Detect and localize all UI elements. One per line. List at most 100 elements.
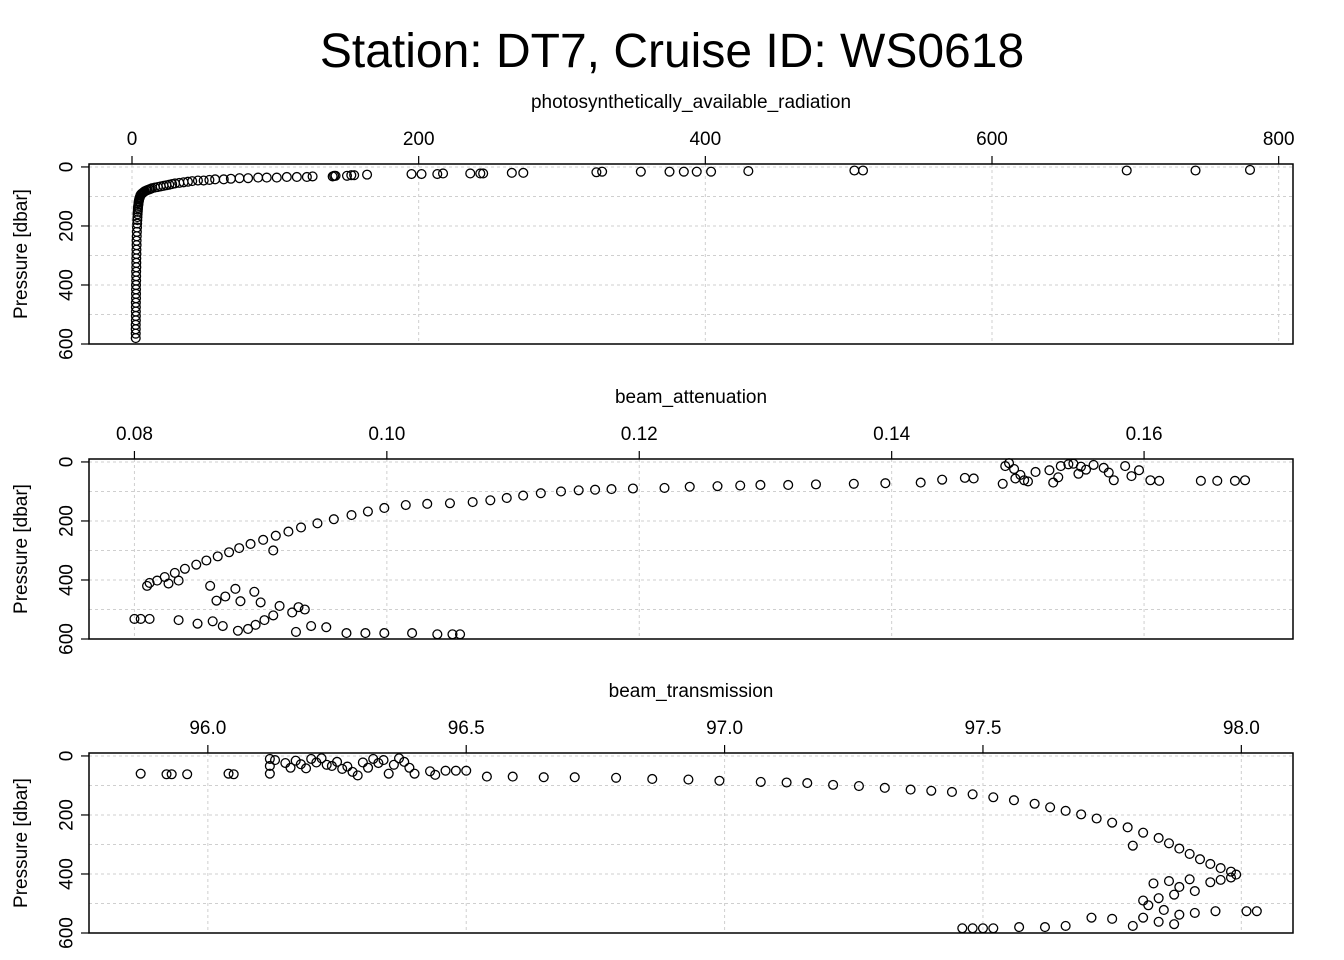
data-point [1163,838,1175,849]
data-point [444,498,455,509]
data-point [152,575,163,586]
data-point [1108,475,1119,486]
x-tick-label: 0.14 [873,424,910,445]
data-point [735,480,746,491]
y-tick-label: 400 [57,564,78,596]
data-point [1189,907,1200,918]
data-point [312,518,323,529]
data-point [393,753,405,764]
data-point [291,171,302,183]
data-point [848,478,859,489]
data-point [399,756,410,767]
data-point [306,753,317,764]
data-point [997,478,1008,489]
data-point [478,168,489,179]
data-point [691,166,702,177]
data-point [166,769,177,780]
data-point [341,628,352,639]
data-point [501,492,512,504]
data-point [1098,462,1109,473]
data-point [1014,922,1025,933]
data-point [880,478,891,489]
x-tick-label: 0.16 [1126,424,1163,445]
data-point [217,620,228,632]
data-point [235,596,246,607]
data-point [349,170,360,181]
data-point [959,472,970,483]
data-point [301,171,312,183]
data-point [879,782,890,793]
data-point [388,759,399,770]
data-point [424,766,436,777]
data-point [253,172,264,183]
data-point [163,578,174,589]
data-point [678,166,689,177]
data-point [647,773,658,785]
data-point [1075,461,1087,472]
data-point [1184,848,1195,859]
data-point [259,615,270,626]
data-point [450,765,461,776]
data-point [1120,461,1131,472]
data-point [706,166,717,177]
data-point [1080,464,1092,475]
data-point [144,613,155,624]
data-point [1239,475,1251,486]
data-point [192,175,203,186]
data-point [465,168,476,179]
data-point [967,923,978,934]
plot-frame [88,458,1294,640]
data-point [1044,465,1055,476]
data-point [243,173,254,184]
data-point [346,170,357,181]
data-point [281,171,292,183]
data-point [1127,840,1138,851]
y-tick-label: 600 [57,328,78,360]
data-point [1138,912,1149,923]
data-point [1091,813,1102,824]
data-point [409,768,420,779]
data-point [627,483,638,494]
data-point [1174,881,1185,893]
data-point [853,780,864,792]
data-point [337,763,348,774]
data-point [1148,878,1159,889]
data-point [224,547,235,558]
data-point [606,484,617,495]
data-point [321,622,332,633]
data-point [132,209,143,220]
data-point [1086,912,1097,923]
data-point [362,506,373,517]
data-point [1053,472,1064,483]
data-point [228,769,239,780]
data-point [1060,920,1071,931]
data-point [968,473,979,484]
data-point [485,495,496,506]
data-point [132,215,143,226]
data-point [1205,877,1216,888]
data-point [597,166,608,177]
x-tick-label: 400 [689,129,721,150]
data-point [1138,827,1149,838]
data-point [234,173,245,184]
data-point [1145,475,1156,486]
data-point [1030,466,1041,478]
x-tick-label: 800 [1263,129,1295,150]
data-point [230,583,241,594]
data-point [130,328,141,339]
data-point [1190,165,1201,176]
data-point [1154,475,1165,486]
data-point [192,618,203,629]
data-point [573,485,584,496]
data-point [268,610,279,621]
data-point [362,762,374,773]
data-point [201,555,212,566]
x-tick-label: 200 [403,129,435,150]
data-point [828,779,839,790]
data-point [1073,468,1084,479]
data-point [1169,889,1180,900]
data-point [204,174,215,185]
data-point [347,766,358,777]
data-point [400,499,411,511]
